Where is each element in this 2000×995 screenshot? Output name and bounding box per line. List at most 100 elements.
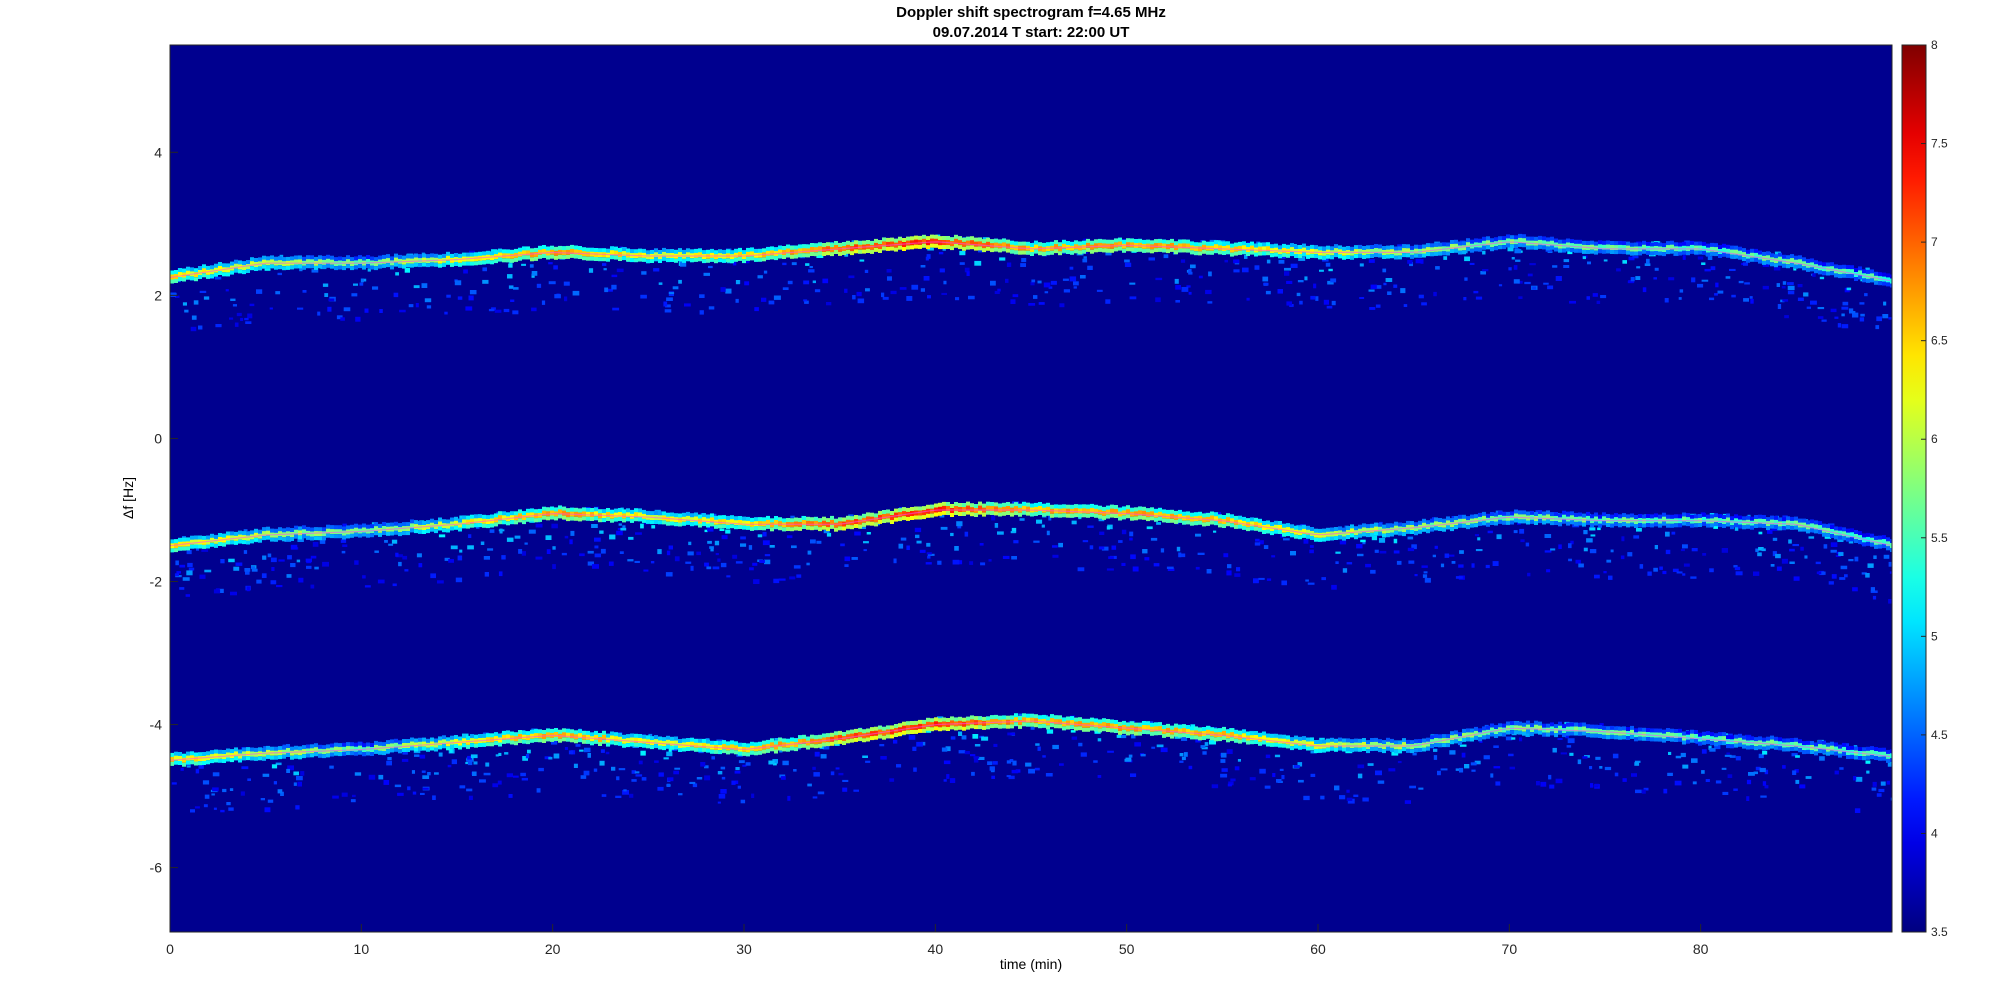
noise-cell xyxy=(404,268,410,273)
ridge-halo xyxy=(1890,283,1892,288)
ridge-halo xyxy=(678,248,682,254)
noise-cell xyxy=(1632,255,1639,259)
ridge-core xyxy=(594,511,598,517)
noise-cell xyxy=(886,269,892,273)
ridge-halo xyxy=(790,254,794,259)
ridge-halo xyxy=(1402,523,1406,529)
noise-cell xyxy=(1234,766,1240,771)
ridge-halo xyxy=(514,257,518,262)
ridge-halo xyxy=(726,249,730,255)
ridge-halo xyxy=(878,249,882,253)
noise-cell xyxy=(1743,298,1749,302)
ridge-halo xyxy=(1098,238,1102,244)
ridge-halo xyxy=(758,741,762,747)
ridge-core xyxy=(1774,519,1778,525)
ridge-core xyxy=(210,537,214,543)
noise-cell xyxy=(1432,554,1436,558)
noise-cell xyxy=(1362,540,1366,545)
noise-cell xyxy=(1871,787,1877,791)
noise-cell xyxy=(826,302,832,306)
noise-cell xyxy=(1359,263,1364,267)
ridge-halo xyxy=(1150,507,1154,513)
noise-cell xyxy=(1519,528,1525,534)
ridge-halo xyxy=(1514,509,1518,515)
ridge-halo xyxy=(978,246,982,251)
ridge-halo xyxy=(1754,524,1758,528)
ridge-halo xyxy=(998,239,1002,245)
ridge-halo xyxy=(1782,526,1786,531)
ridge-halo xyxy=(458,527,462,532)
ridge-halo xyxy=(194,752,198,758)
ridge-core xyxy=(986,505,990,511)
ridge-halo xyxy=(1162,518,1166,523)
noise-cell xyxy=(806,562,810,566)
ridge-halo xyxy=(486,733,490,739)
ridge-core xyxy=(686,742,690,747)
ridge-halo xyxy=(590,741,594,746)
ridge-core xyxy=(374,744,378,750)
noise-cell xyxy=(956,521,963,527)
ridge-halo xyxy=(1762,260,1766,265)
noise-cell xyxy=(548,756,553,760)
ridge-halo xyxy=(586,247,590,253)
noise-cell xyxy=(1393,284,1398,288)
ridge-halo xyxy=(1890,274,1892,280)
ridge-halo xyxy=(214,758,218,763)
ridge-core xyxy=(1790,258,1794,264)
ridge-core xyxy=(874,517,878,523)
ridge-halo xyxy=(1506,520,1510,525)
ridge-halo xyxy=(310,527,314,533)
ridge-core xyxy=(190,539,194,545)
ridge-halo xyxy=(886,518,890,523)
ridge-halo xyxy=(738,751,742,756)
ridge-halo xyxy=(1462,523,1466,528)
ridge-halo xyxy=(218,533,222,538)
ridge-core xyxy=(1126,509,1130,515)
ridge-halo xyxy=(1618,240,1622,246)
ridge-core xyxy=(298,259,302,265)
ridge-halo xyxy=(1162,509,1166,515)
noise-cell xyxy=(805,263,810,266)
ridge-core xyxy=(422,525,426,530)
ridge-halo xyxy=(586,507,590,513)
ridge-halo xyxy=(522,520,526,525)
ridge-halo xyxy=(1830,534,1834,538)
ridge-halo xyxy=(790,518,794,524)
ridge-core xyxy=(506,734,510,740)
ridge-halo xyxy=(1650,242,1654,248)
ridge-halo xyxy=(902,516,906,521)
noise-cell xyxy=(1046,530,1050,536)
noise-cell xyxy=(658,282,663,285)
noise-cell xyxy=(1455,576,1463,579)
ridge-core xyxy=(1014,506,1018,512)
ridge-halo xyxy=(1582,249,1586,254)
noise-cell xyxy=(1407,536,1414,540)
ridge-halo xyxy=(1458,241,1462,247)
ridge-halo xyxy=(578,246,582,251)
noise-cell xyxy=(594,553,601,558)
ridge-core xyxy=(922,238,926,244)
ridge-halo xyxy=(1546,519,1550,524)
noise-cell xyxy=(1368,289,1375,292)
ridge-halo xyxy=(1226,250,1230,255)
noise-cell xyxy=(657,549,662,555)
ridge-core xyxy=(1170,513,1174,519)
ridge-halo xyxy=(1622,522,1626,527)
noise-cell xyxy=(1603,259,1608,262)
ridge-halo xyxy=(1166,240,1170,246)
noise-cell xyxy=(529,264,534,268)
noise-cell xyxy=(468,295,474,301)
ridge-halo xyxy=(958,245,962,250)
noise-cell xyxy=(1743,262,1748,266)
noise-cell xyxy=(1480,271,1486,275)
ridge-halo xyxy=(618,732,622,738)
noise-cell xyxy=(622,525,626,529)
ridge-halo xyxy=(306,753,310,758)
ridge-core xyxy=(706,743,710,749)
ridge-core xyxy=(846,519,850,525)
ridge-halo xyxy=(726,258,730,263)
ridge-halo xyxy=(1458,250,1462,255)
noise-cell xyxy=(497,780,502,785)
ridge-halo xyxy=(1882,544,1886,549)
noise-cell xyxy=(1830,549,1837,553)
